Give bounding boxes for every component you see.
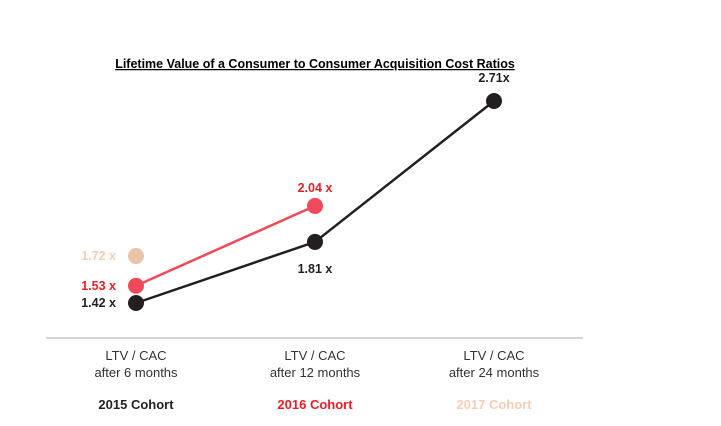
data-label: 1.42 x	[81, 296, 116, 310]
data-label: 2.71x	[478, 71, 509, 85]
data-point	[128, 277, 144, 294]
series-line-1	[135, 204, 316, 287]
data-label: 1.81 x	[298, 262, 333, 276]
x-tick-label: after 24 months	[449, 365, 540, 380]
chart-title: Lifetime Value of a Consumer to Consumer…	[115, 57, 515, 71]
x-tick-label: LTV / CAC	[105, 348, 166, 363]
data-point	[307, 233, 323, 250]
x-tick-label: LTV / CAC	[284, 348, 345, 363]
data-point	[128, 295, 144, 311]
x-tick-label: after 12 months	[270, 365, 361, 380]
x-tick-label: after 6 months	[94, 365, 178, 380]
data-point	[128, 248, 144, 265]
data-point	[486, 92, 502, 109]
data-label: 1.72 x	[81, 249, 116, 263]
x-tick-label: LTV / CAC	[463, 348, 524, 363]
legend-entry: 2017 Cohort	[456, 397, 532, 412]
data-label: 1.53 x	[81, 279, 116, 293]
data-label: 2.04 x	[298, 181, 333, 195]
legend-entry: 2015 Cohort	[98, 397, 174, 412]
data-point	[307, 197, 323, 214]
legend-entry: 2016 Cohort	[277, 397, 353, 412]
